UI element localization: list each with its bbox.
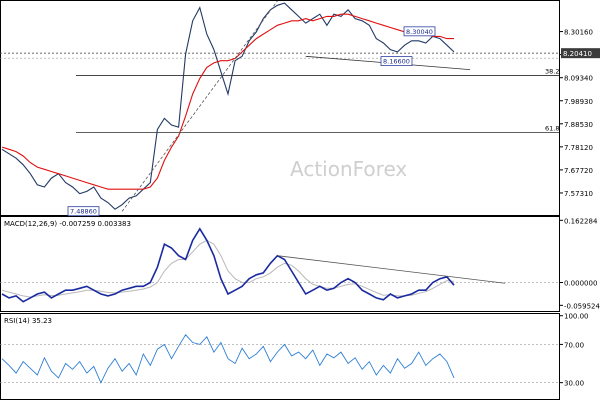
macd-tick-label: -0.059524 [564, 302, 600, 310]
price-annotation-box [67, 206, 100, 217]
watermark: ActionForex [290, 157, 407, 181]
fib-label: 38.2 [545, 67, 559, 75]
price-tick-label: 8.30160 [564, 29, 593, 37]
rsi-tick-label: 70.00 [564, 341, 584, 349]
rsi-label: RSI(14) 35.23 [4, 317, 52, 325]
rsi-line [1, 334, 455, 384]
price-annotation: 8.16600 [383, 58, 410, 66]
price-tick-label: 7.67720 [564, 167, 593, 175]
fib-label: 61.8 [545, 125, 559, 133]
price-annotation-box [380, 56, 413, 67]
current-price-tag [561, 48, 600, 59]
price-tick-label: 7.57310 [564, 190, 593, 198]
macd-panel-frame [0, 216, 560, 312]
current-price-label: 8.20410 [563, 50, 592, 58]
price-annotations: 7.48860 8.30040 8.16600 [67, 26, 436, 217]
price-panel-frame [0, 0, 560, 216]
macd-tick-label: 0.162284 [564, 217, 598, 225]
macd-trendline [277, 255, 506, 284]
price-line [1, 2, 455, 210]
rsi-panel-frame [0, 313, 560, 400]
macd-tick-labels: 0.162284 0.000000 -0.059524 [559, 217, 600, 310]
macd-line [1, 227, 455, 303]
price-annotation: 7.48860 [70, 208, 97, 216]
dashed-trendline [121, 0, 278, 212]
rsi-tick-label: 100.00 [564, 313, 589, 321]
rsi-tick-label: 30.00 [564, 380, 584, 388]
rsi-tick-labels: 100.00 70.00 30.00 [559, 313, 589, 388]
macd-signal-line [1, 239, 455, 298]
price-annotation-box [403, 26, 436, 37]
price-tick-label: 8.09340 [564, 75, 593, 83]
price-tick-label: 7.98930 [564, 98, 593, 106]
price-tick-label: 7.78120 [564, 144, 593, 152]
macd-series [0, 227, 559, 303]
price-tick-label: 7.88530 [564, 121, 593, 129]
fib-levels: 38.2 61.8 8.20410 [0, 48, 600, 133]
macd-label: MACD(12,26,9) -0.007259 0.003383 [4, 220, 131, 228]
price-annotation: 8.30040 [406, 28, 433, 36]
rsi-series [0, 334, 559, 384]
macd-tick-label: 0.000000 [564, 280, 597, 288]
moving-average-line [1, 13, 454, 190]
